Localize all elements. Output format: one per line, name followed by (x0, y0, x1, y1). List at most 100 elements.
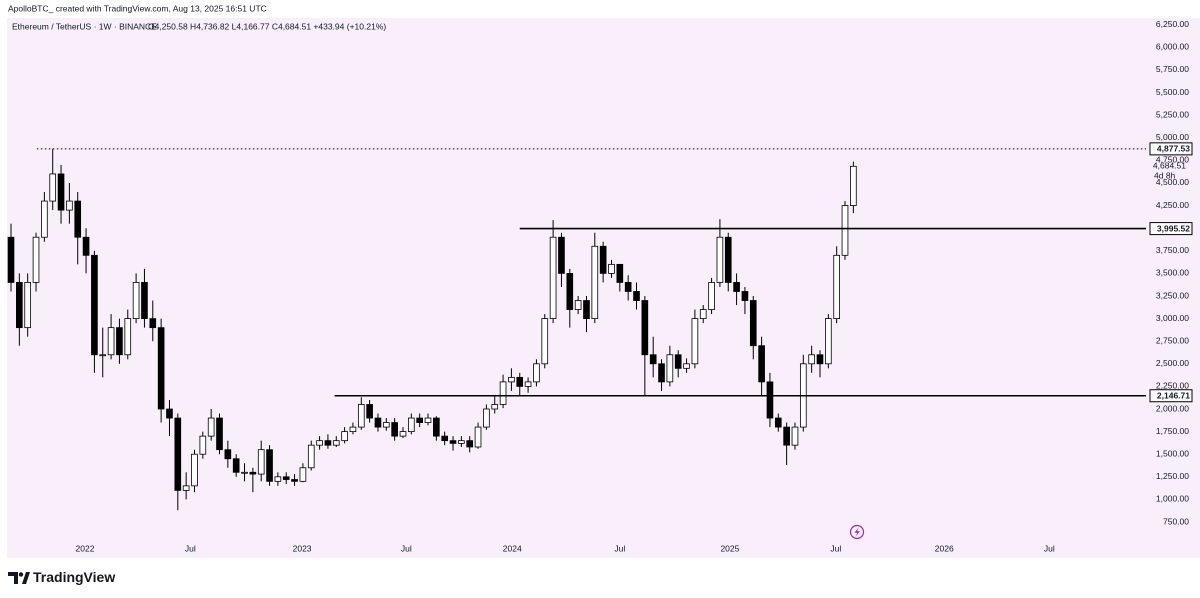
candle-body (149, 318, 157, 329)
candle-body (7, 236, 15, 283)
candle-body (616, 263, 624, 283)
candle-body (174, 417, 182, 491)
x-tick-label: 2025 (720, 543, 739, 553)
candle-body (641, 300, 649, 356)
candle-body (633, 291, 640, 301)
level-label-box (1149, 142, 1193, 156)
candle-body (166, 408, 173, 419)
candle-body (291, 479, 298, 482)
level-label: 2,146.71 (1157, 390, 1190, 400)
candle-body (182, 485, 190, 491)
candle-body (699, 309, 707, 320)
lightning-icon (849, 524, 865, 540)
candle-body (232, 458, 240, 473)
y-tick-label: 1,250.00 (1156, 471, 1189, 481)
candle-body (341, 431, 348, 442)
candle-body (825, 318, 832, 365)
level-label: 4,877.53 (1157, 144, 1190, 154)
candle-body (266, 449, 273, 482)
candle-body (599, 245, 607, 274)
candles (7, 148, 857, 511)
candle-body (316, 440, 323, 446)
candle-body (516, 376, 524, 387)
candle-body (691, 318, 699, 365)
candle-body (674, 354, 682, 369)
candle-body (374, 417, 382, 428)
y-tick-label: 3,500.00 (1156, 268, 1189, 278)
candle-body (833, 254, 840, 320)
candle-body (157, 327, 165, 410)
candle-body (583, 300, 590, 320)
credit: ApolloBTC_ created with TradingView.com,… (8, 3, 267, 13)
y-tick-label: 4,250.00 (1156, 200, 1189, 210)
candle-body (783, 426, 790, 446)
y-tick-label: 6,000.00 (1156, 42, 1189, 52)
y-tick-label: 5,750.00 (1156, 64, 1189, 74)
candle-body (458, 440, 465, 444)
symbol-legend: Ethereum / TetherUS · 1W · BINANCE (12, 21, 157, 31)
candle-body (708, 282, 715, 310)
candle-body (850, 165, 857, 206)
x-tick-label: 2026 (935, 543, 954, 553)
candle-body (474, 426, 482, 448)
y-tick-label: 5,250.00 (1156, 109, 1189, 119)
candle-body (758, 345, 765, 383)
candle-body (16, 282, 23, 329)
candle-body (99, 354, 107, 357)
y-tick-label: 5,500.00 (1156, 87, 1189, 97)
candle-body (24, 282, 32, 329)
candle-body (124, 318, 132, 356)
countdown: 4d 8h (1154, 171, 1176, 181)
candle-body (216, 417, 223, 451)
candle-body (716, 236, 724, 283)
candle-body (91, 254, 98, 356)
x-tick-label: Jul (185, 543, 196, 553)
x-tick-label: Jul (1044, 543, 1055, 553)
candle-body (391, 422, 398, 437)
y-tick-label: 3,750.00 (1156, 245, 1189, 255)
y-tick-label: 1,500.00 (1156, 448, 1189, 458)
y-tick-label: 2,250.00 (1156, 381, 1189, 391)
candle-body (249, 471, 257, 475)
y-tick-label: 4,750.00 (1156, 155, 1189, 165)
candle-body (558, 236, 565, 274)
candle-body (199, 435, 207, 455)
candle-body (49, 173, 57, 202)
candle-body (499, 381, 507, 405)
y-tick-label: 3,000.00 (1156, 313, 1189, 323)
candle-body (191, 453, 198, 487)
y-tick-label: 4,500.00 (1156, 177, 1189, 187)
candle-body (766, 381, 774, 419)
candle-body (741, 291, 749, 301)
x-tick-label: 2023 (293, 543, 312, 553)
candle-body (433, 417, 440, 437)
candle-body (483, 408, 490, 428)
candle-body (541, 318, 549, 365)
x-tick-label: Jul (614, 543, 625, 553)
y-tick-label: 2,750.00 (1156, 335, 1189, 345)
candle-body (524, 381, 532, 387)
candle-body (207, 417, 215, 437)
candle-body (408, 417, 415, 433)
candle-body (449, 440, 457, 444)
y-tick-label: 3,250.00 (1156, 290, 1189, 300)
candle-body (508, 376, 515, 383)
chart-panel (7, 18, 1200, 558)
candle-body (441, 435, 449, 442)
candle-body (107, 327, 115, 356)
candle-body (749, 300, 757, 347)
candle-body (733, 282, 740, 292)
candle-body (424, 417, 432, 423)
price-label: 4,684.51 (1153, 161, 1186, 171)
candle-body (332, 440, 340, 446)
candle-body (132, 282, 140, 320)
candle-body (116, 327, 123, 356)
level-label: 3,995.52 (1157, 223, 1190, 233)
candle-body (608, 263, 615, 274)
candle-body (791, 426, 799, 446)
candle-body (282, 476, 290, 480)
candle-body (382, 422, 390, 428)
candle-body (808, 354, 815, 365)
x-tick-label: Jul (830, 543, 841, 553)
candle-body (357, 404, 365, 428)
